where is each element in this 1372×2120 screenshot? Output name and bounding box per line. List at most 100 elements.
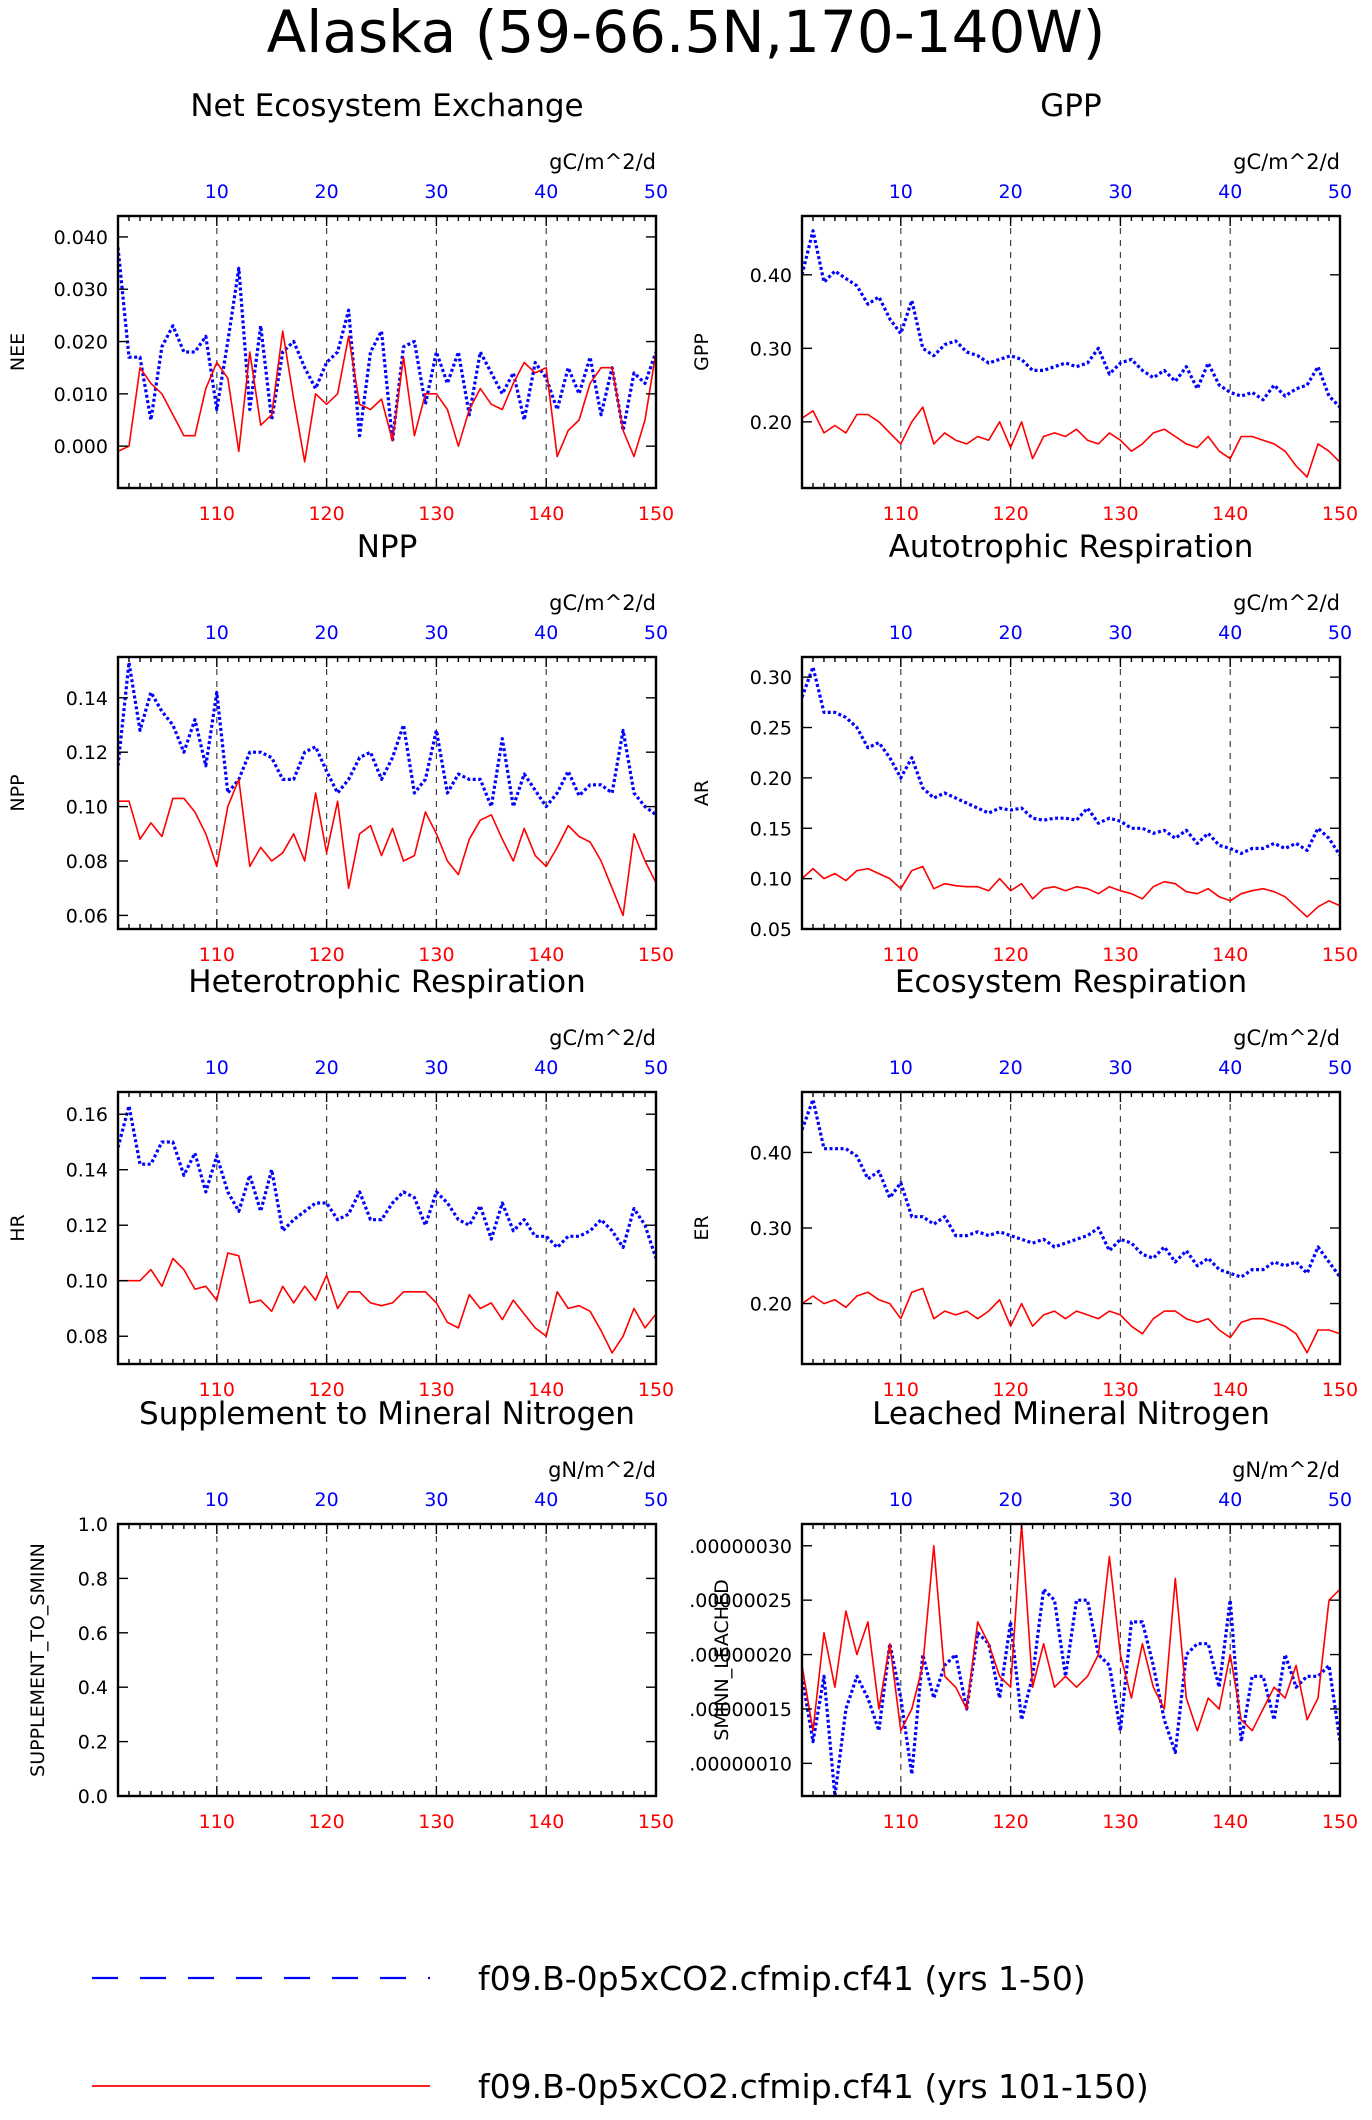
x-tick-label: 150 (638, 503, 674, 525)
panel-title: Leached Mineral Nitrogen (872, 1396, 1270, 1432)
y-tick-label: 0.25 (750, 718, 792, 740)
y-tick-label: 0.15 (750, 818, 792, 840)
plot-frame (800, 655, 1342, 931)
x-tick-label: 140 (1212, 503, 1248, 525)
y-tick-label: 1.0 (78, 1514, 108, 1536)
x-tick-label: 130 (418, 944, 454, 966)
series-group (802, 229, 1340, 478)
y-axis-label: ER (691, 1215, 713, 1240)
panels: Net Ecosystem Exchange gC/m^2/d NEE 110 120 1… (7, 88, 1358, 1833)
panel-3: NPP gC/m^2/d NPP 110 120 130 140 150 10 20 30 40 50 0… (7, 529, 674, 966)
y-tick-label: 0.030 (54, 279, 108, 301)
y-tick-label: 0.08 (66, 1326, 108, 1348)
x-tick-label: 120 (308, 1811, 344, 1833)
y-tick-label: 0.10 (750, 869, 792, 891)
panel-title: Autotrophic Respiration (889, 529, 1254, 565)
panel-title: Net Ecosystem Exchange (190, 88, 583, 124)
y-tick-label: 0.40 (750, 265, 792, 287)
y-tick-label: 0.14 (66, 1160, 108, 1182)
y-tick-label: 0.6 (78, 1623, 108, 1645)
series-group (802, 1524, 1340, 1796)
panel-8: Leached Mineral Nitrogen gN/m^2/d SMINN_LE… (689, 1396, 1358, 1833)
x-top-tick-label: 20 (999, 181, 1023, 203)
x-tick-label: 130 (1102, 1379, 1138, 1401)
x-tick-label: 150 (1322, 503, 1358, 525)
x-tick-label: 130 (418, 1811, 454, 1833)
x-top-tick-label: 10 (889, 181, 913, 203)
x-tick-label: 110 (199, 1379, 235, 1401)
y-axis-label: GPP (691, 333, 713, 371)
y-axis-label: NPP (7, 774, 29, 811)
x-tick-label: 140 (528, 503, 564, 525)
series-group (802, 665, 1340, 918)
units-label: gC/m^2/d (1233, 150, 1340, 174)
x-top-tick-label: 20 (999, 1057, 1023, 1079)
x-tick-label: 130 (1102, 944, 1138, 966)
x-top-tick-label: 50 (644, 1489, 668, 1511)
x-tick-label: 120 (992, 1379, 1028, 1401)
y-tick-label: 0.16 (66, 1104, 108, 1126)
x-tick-label: 110 (883, 1811, 919, 1833)
x-top-tick-label: 30 (1108, 1489, 1132, 1511)
y-tick-label: 0.30 (750, 338, 792, 360)
x-tick-label: 120 (308, 503, 344, 525)
y-tick-label: 0.020 (54, 332, 108, 354)
x-tick-label: 120 (992, 944, 1028, 966)
y-tick-label: 0.4 (78, 1677, 108, 1699)
x-top-tick-label: 40 (1218, 1057, 1242, 1079)
legend-label-2: f09.B-0p5xCO2.cfmip.cf41 (yrs 101-150) (478, 2067, 1149, 2106)
x-tick-label: 140 (528, 944, 564, 966)
y-tick-label: .00000030 (689, 1536, 792, 1558)
x-top-tick-label: 30 (1108, 181, 1132, 203)
x-tick-label: 150 (1322, 1811, 1358, 1833)
x-tick-label: 150 (1322, 944, 1358, 966)
y-tick-label: 0.20 (750, 768, 792, 790)
panel-1: Net Ecosystem Exchange gC/m^2/d NEE 110 120 1… (7, 88, 674, 525)
series-line-yrs-101-150 (118, 1252, 656, 1354)
x-top-tick-label: 30 (424, 181, 448, 203)
y-tick-label: 0.20 (750, 412, 792, 434)
x-top-tick-label: 30 (424, 1057, 448, 1079)
x-top-tick-label: 30 (424, 1489, 448, 1511)
x-top-tick-label: 20 (999, 622, 1023, 644)
y-axis-label: NEE (7, 333, 29, 371)
x-tick-label: 120 (992, 1811, 1028, 1833)
panel-title: Supplement to Mineral Nitrogen (139, 1396, 635, 1432)
x-top-tick-label: 50 (1328, 1057, 1352, 1079)
x-top-tick-label: 50 (644, 181, 668, 203)
x-top-tick-label: 10 (889, 1057, 913, 1079)
x-top-tick-label: 10 (889, 622, 913, 644)
series-line-yrs-101-150 (802, 865, 1340, 918)
y-tick-label: 0.14 (66, 688, 108, 710)
x-tick-label: 110 (199, 503, 235, 525)
x-top-tick-label: 40 (1218, 1489, 1242, 1511)
x-top-tick-label: 30 (424, 622, 448, 644)
y-tick-label: 0.06 (66, 905, 108, 927)
y-tick-label: 0.10 (66, 797, 108, 819)
y-tick-label: 0.12 (66, 742, 108, 764)
series-line-yrs-101-150 (802, 1524, 1340, 1732)
figure-title: Alaska (59-66.5N,170-140W) (267, 0, 1106, 66)
x-tick-label: 110 (199, 1811, 235, 1833)
x-top-tick-label: 50 (1328, 1489, 1352, 1511)
y-tick-label: 0.000 (54, 436, 108, 458)
x-top-tick-label: 10 (205, 622, 229, 644)
x-top-tick-label: 20 (315, 181, 339, 203)
x-top-tick-label: 20 (315, 1489, 339, 1511)
x-top-tick-label: 50 (644, 1057, 668, 1079)
series-line-yrs-101-150 (802, 1287, 1340, 1354)
x-tick-label: 150 (1322, 1379, 1358, 1401)
x-top-tick-label: 40 (1218, 181, 1242, 203)
panel-title: NPP (357, 529, 418, 565)
y-tick-label: 0.40 (750, 1142, 792, 1164)
y-tick-label: 0.12 (66, 1215, 108, 1237)
x-top-tick-label: 30 (1108, 622, 1132, 644)
x-tick-label: 150 (638, 944, 674, 966)
series-group (118, 660, 656, 917)
x-tick-label: 130 (1102, 1811, 1138, 1833)
x-top-tick-label: 20 (315, 622, 339, 644)
plot-frame (116, 655, 658, 931)
panel-title: Heterotrophic Respiration (188, 964, 585, 1000)
panel-4: Autotrophic Respiration gC/m^2/d AR 110 120 1… (691, 529, 1358, 966)
